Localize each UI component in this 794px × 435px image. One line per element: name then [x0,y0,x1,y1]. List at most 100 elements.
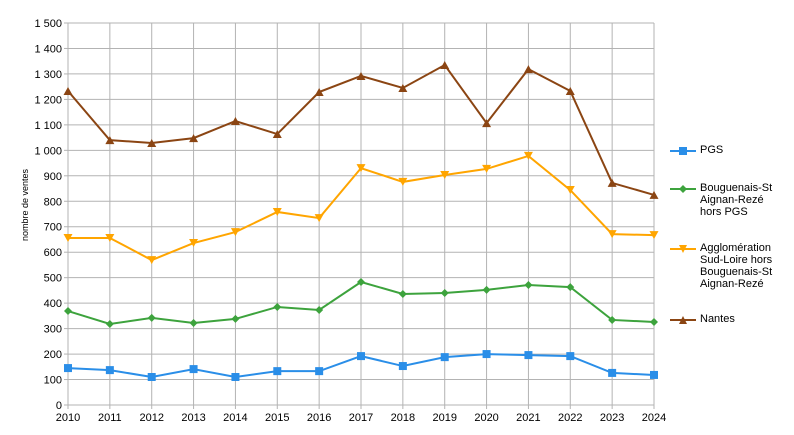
y-tick-label: 1 200 [34,94,62,106]
data-point-bouguenais-st-aignan-rez-hors-pgs [482,285,491,294]
data-point-nantes [607,178,617,187]
data-point-agglom-ration-sud-loire-hors-bouguenais-st-aignan-rez- [147,256,157,265]
y-tick-label: 300 [44,324,62,336]
data-point-bouguenais-st-aignan-rez-hors-pgs [440,288,449,297]
x-tick-label: 2018 [391,412,415,424]
data-point-nantes [565,86,575,95]
y-tick-label: 200 [44,349,62,361]
y-tick-label: 700 [44,222,62,234]
y-tick-label: 500 [44,273,62,285]
data-point-agglom-ration-sud-loire-hors-bouguenais-st-aignan-rez- [314,214,324,223]
data-point-bouguenais-st-aignan-rez-hors-pgs [608,315,617,324]
data-point-nantes [398,83,408,92]
data-point-nantes [440,61,450,70]
x-tick-label: 2010 [56,412,80,424]
data-point-agglom-ration-sud-loire-hors-bouguenais-st-aignan-rez- [230,228,240,237]
x-tick-label: 2016 [307,412,331,424]
data-point-bouguenais-st-aignan-rez-hors-pgs [273,302,282,311]
data-point-pgs [398,362,407,371]
legend-marker-triangle-up-icon [670,316,696,324]
data-point-agglom-ration-sud-loire-hors-bouguenais-st-aignan-rez- [523,151,533,160]
data-point-agglom-ration-sud-loire-hors-bouguenais-st-aignan-rez- [272,207,282,216]
x-tick-label: 2013 [181,412,205,424]
x-tick-label: 2014 [223,412,247,424]
data-point-nantes [523,65,533,74]
data-point-pgs [189,365,198,374]
data-point-bouguenais-st-aignan-rez-hors-pgs [231,314,240,323]
data-point-agglom-ration-sud-loire-hors-bouguenais-st-aignan-rez- [398,177,408,186]
y-tick-label: 100 [44,375,62,387]
data-point-bouguenais-st-aignan-rez-hors-pgs [566,283,575,292]
y-tick-label: 900 [44,171,62,183]
x-tick-label: 2022 [558,412,582,424]
x-tick-label: 2015 [265,412,289,424]
data-point-pgs [608,368,617,377]
data-point-nantes [189,134,199,143]
legend-item-pgs: PGS [670,144,788,156]
data-point-bouguenais-st-aignan-rez-hors-pgs [524,281,533,290]
data-point-agglom-ration-sud-loire-hors-bouguenais-st-aignan-rez- [105,233,115,242]
data-point-agglom-ration-sud-loire-hors-bouguenais-st-aignan-rez- [189,239,199,248]
data-point-nantes [105,136,115,145]
legend-marker-triangle-down-icon [670,245,696,253]
y-tick-label: 600 [44,247,62,259]
y-tick-label: 400 [44,298,62,310]
data-point-bouguenais-st-aignan-rez-hors-pgs [398,289,407,298]
legend-label: Bouguenais-St Aignan-Rezé hors PGS [700,182,773,218]
data-point-bouguenais-st-aignan-rez-hors-pgs [315,306,324,315]
data-point-pgs [650,370,658,379]
data-point-nantes [649,190,659,199]
y-axis-label: nombre de ventes [20,168,30,242]
legend-label: PGS [700,144,724,156]
data-point-bouguenais-st-aignan-rez-hors-pgs [64,307,72,316]
x-tick-label: 2024 [642,412,666,424]
x-tick-label: 2021 [516,412,540,424]
data-point-agglom-ration-sud-loire-hors-bouguenais-st-aignan-rez- [356,164,366,173]
data-point-pgs [482,350,491,359]
data-point-pgs [64,364,72,373]
data-point-agglom-ration-sud-loire-hors-bouguenais-st-aignan-rez- [649,231,659,240]
data-point-pgs [231,372,240,381]
data-point-nantes [482,119,492,128]
data-point-pgs [357,352,365,361]
y-tick-label: 1 100 [34,120,62,132]
data-point-nantes [356,71,366,80]
data-point-nantes [147,138,157,147]
data-point-agglom-ration-sud-loire-hors-bouguenais-st-aignan-rez- [63,233,73,242]
legend-item-agglomeration: Agglomération Sud-Loire hors Bouguenais-… [670,242,788,290]
legend-marker-diamond-icon [670,185,696,193]
data-point-agglom-ration-sud-loire-hors-bouguenais-st-aignan-rez- [482,164,492,173]
data-point-pgs [105,366,114,375]
legend-label: Agglomération Sud-Loire hors Bouguenais-… [700,242,773,290]
x-tick-label: 2023 [600,412,624,424]
data-point-nantes [272,130,282,139]
x-tick-label: 2019 [432,412,456,424]
data-point-agglom-ration-sud-loire-hors-bouguenais-st-aignan-rez- [607,230,617,239]
data-point-nantes [230,117,240,126]
y-tick-label: 1 500 [34,18,62,30]
data-point-pgs [440,353,449,362]
data-point-pgs [147,372,156,381]
y-tick-label: 1 300 [34,69,62,81]
data-point-bouguenais-st-aignan-rez-hors-pgs [105,320,114,329]
data-point-pgs [566,352,575,361]
data-point-pgs [315,367,324,376]
x-tick-label: 2012 [139,412,163,424]
data-point-pgs [273,367,282,376]
x-tick-label: 2017 [349,412,373,424]
data-point-bouguenais-st-aignan-rez-hors-pgs [189,318,198,327]
legend-marker-square-icon [670,147,696,155]
data-point-pgs [524,351,533,360]
x-tick-label: 2011 [98,412,122,424]
data-point-nantes [63,86,73,95]
y-tick-label: 0 [56,400,62,412]
data-point-agglom-ration-sud-loire-hors-bouguenais-st-aignan-rez- [565,186,575,195]
data-point-bouguenais-st-aignan-rez-hors-pgs [357,277,365,286]
y-tick-label: 800 [44,196,62,208]
x-tick-label: 2020 [474,412,498,424]
y-tick-label: 1 000 [34,145,62,157]
y-tick-label: 1 400 [34,43,62,55]
legend-label: Nantes [700,313,735,325]
